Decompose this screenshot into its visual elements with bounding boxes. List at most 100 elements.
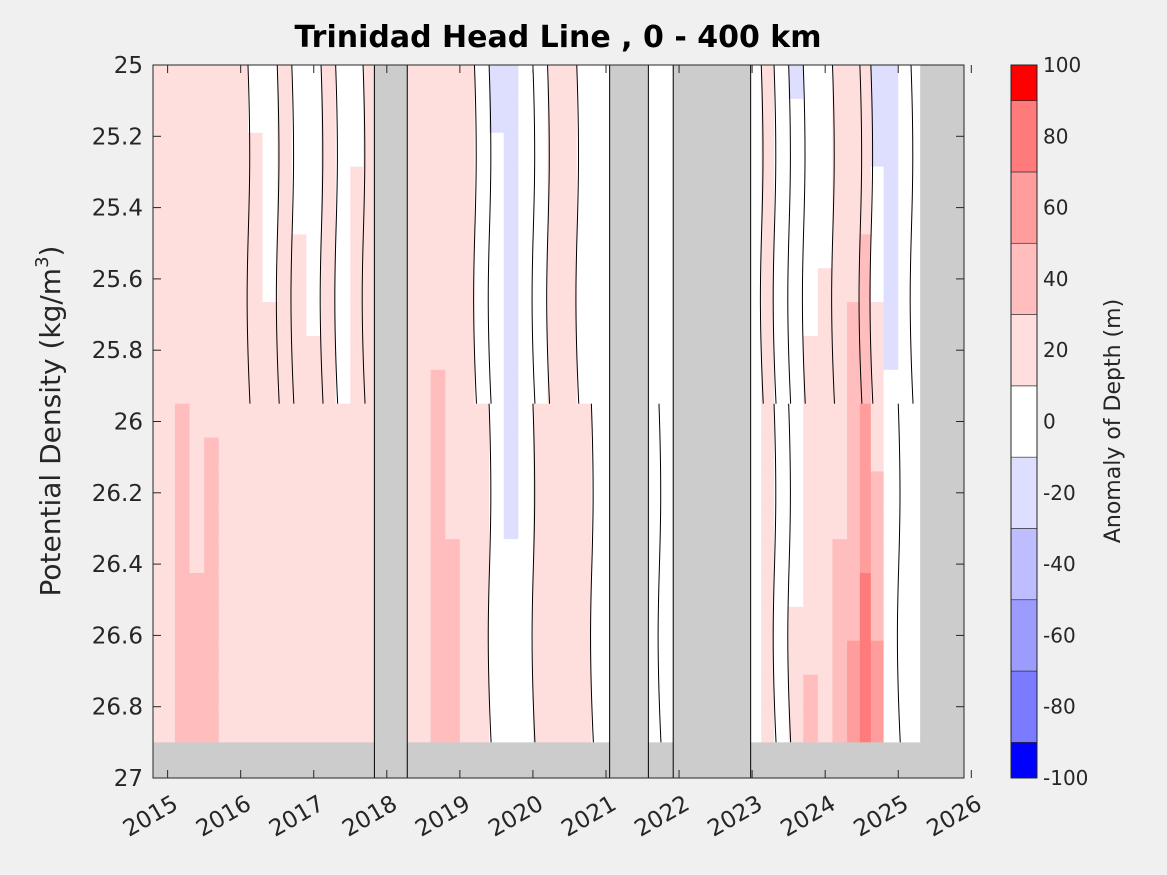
heatmap-cell (262, 403, 278, 439)
heatmap-cell (291, 132, 307, 168)
heatmap-cell (430, 437, 446, 472)
heatmap-cell (774, 505, 790, 540)
heatmap-cell (445, 369, 461, 405)
heatmap-cell (247, 437, 264, 472)
heatmap-cell (774, 640, 790, 676)
heatmap-cell (761, 98, 775, 134)
heatmap-cell (277, 268, 293, 303)
heatmap-cell (459, 268, 475, 303)
heatmap-cell (335, 674, 351, 709)
heatmap-cell (870, 335, 885, 371)
heatmap-cell (218, 200, 234, 235)
heatmap-cell (847, 539, 861, 574)
heatmap-cell (847, 708, 861, 743)
heatmap-cell (430, 166, 446, 201)
heatmap-cell (761, 606, 775, 642)
heatmap-cell (898, 674, 912, 709)
heatmap-cell (474, 640, 490, 676)
heatmap-cell (832, 234, 848, 269)
heatmap-cell (503, 302, 519, 337)
heatmap-cell (204, 132, 220, 168)
heatmap-cell (518, 369, 534, 405)
heatmap-cell (832, 573, 848, 608)
heatmap-cell (174, 437, 191, 472)
heatmap-cell (911, 674, 923, 709)
heatmap-cell (774, 132, 790, 168)
zero-contour-line (531, 403, 536, 743)
heatmap-cell (321, 640, 337, 676)
heatmap-cell (788, 539, 804, 574)
heatmap-cell (350, 268, 364, 303)
heatmap-cell (445, 606, 461, 642)
heatmap-cell (532, 132, 549, 168)
heatmap-cell (518, 708, 534, 743)
heatmap-cell (417, 200, 432, 235)
heatmap-cell (350, 708, 364, 743)
heatmap-cell (291, 403, 307, 439)
heatmap-cell (870, 708, 885, 743)
heatmap-cell (562, 437, 578, 472)
heatmap-cell (870, 132, 885, 168)
heatmap-cell (262, 606, 278, 642)
heatmap-cell (503, 640, 519, 676)
heatmap-cell (788, 640, 804, 676)
heatmap-cell (291, 98, 307, 134)
heatmap-cell (859, 132, 872, 168)
heatmap-cell (883, 268, 899, 303)
heatmap-cell (306, 403, 322, 439)
heatmap-cell (883, 505, 899, 540)
heatmap-cell (277, 539, 293, 574)
heatmap-cell (162, 505, 176, 540)
heatmap-cell (474, 65, 490, 100)
heatmap-cell (576, 539, 592, 574)
heatmap-cell (459, 335, 475, 371)
heatmap-cell (162, 674, 176, 709)
y-tick-label: 25.2 (92, 124, 143, 150)
heatmap-cell (832, 369, 848, 405)
heatmap-cell (474, 98, 490, 134)
heatmap-cell (859, 640, 872, 676)
heatmap-cell (189, 234, 205, 269)
heatmap-cell (430, 539, 446, 574)
heatmap-cell (459, 234, 475, 269)
heatmap-cell (518, 302, 534, 337)
heatmap-cell (204, 640, 220, 676)
heatmap-cell (306, 302, 322, 337)
heatmap-cell (350, 471, 364, 506)
heatmap-cell (870, 369, 885, 405)
heatmap-cell (870, 674, 885, 709)
heatmap-cell (335, 132, 351, 168)
heatmap-cell (562, 302, 578, 337)
heatmap-cell (204, 437, 220, 472)
heatmap-cell (189, 573, 205, 608)
heatmap-cell (445, 166, 461, 201)
heatmap-cell (459, 539, 475, 574)
heatmap-cell (474, 539, 490, 574)
heatmap-cell (417, 302, 432, 337)
colorbar-segment (1010, 314, 1038, 387)
heatmap-cells (153, 65, 923, 743)
heatmap-cell (532, 437, 549, 472)
heatmap-cell (306, 606, 322, 642)
heatmap-cell (817, 369, 833, 405)
heatmap-cell (883, 640, 899, 676)
heatmap-cell (774, 65, 790, 100)
heatmap-cell (898, 268, 912, 303)
heatmap-cell (430, 708, 446, 743)
heatmap-cell (788, 606, 804, 642)
heatmap-cell (291, 335, 307, 371)
heatmap-cell (847, 98, 861, 134)
heatmap-cell (474, 200, 490, 235)
zero-contour-line (531, 65, 536, 404)
heatmap-cell (761, 539, 775, 574)
heatmap-cell (430, 268, 446, 303)
heatmap-cell (489, 437, 505, 472)
heatmap-cell (803, 708, 819, 743)
heatmap-cell (174, 268, 191, 303)
heatmap-cell (503, 132, 519, 168)
heatmap-cell (911, 708, 923, 743)
zero-contours (246, 65, 914, 743)
heatmap-cell (503, 335, 519, 371)
heatmap-cell (430, 234, 446, 269)
heatmap-cell (547, 606, 563, 642)
